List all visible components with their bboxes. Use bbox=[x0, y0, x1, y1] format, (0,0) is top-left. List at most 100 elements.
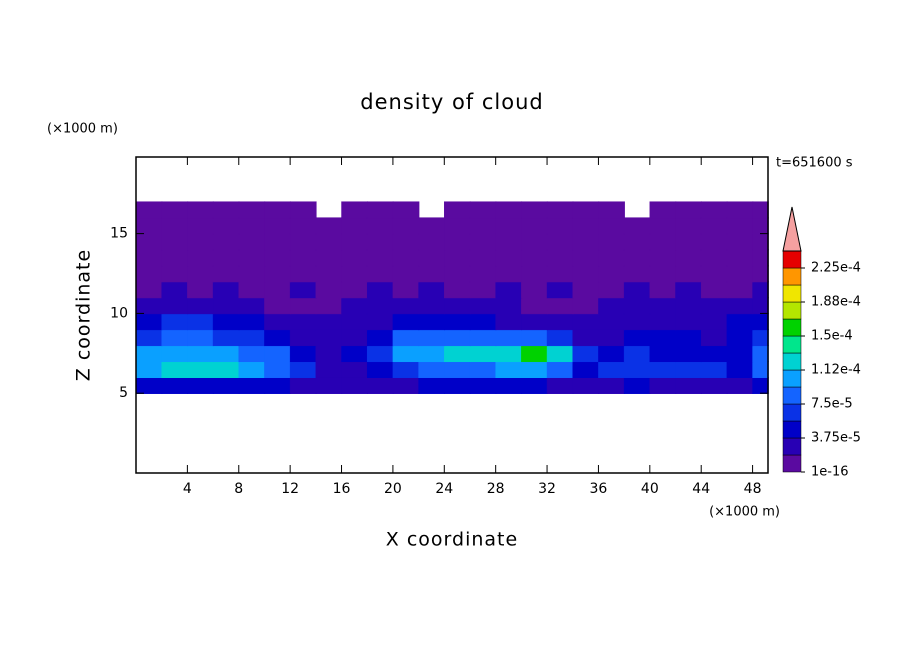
contour-cell bbox=[341, 329, 368, 347]
x-tick-label: 4 bbox=[183, 481, 192, 497]
contour-cell bbox=[495, 249, 523, 267]
contour-cell bbox=[444, 313, 471, 331]
contour-cell bbox=[726, 233, 754, 251]
contour-cell bbox=[341, 297, 368, 315]
contour-cell bbox=[238, 297, 266, 315]
contour-cell bbox=[341, 313, 368, 331]
contour-cell bbox=[700, 281, 728, 299]
x-tick-label: 24 bbox=[435, 481, 453, 497]
contour-cell bbox=[700, 297, 728, 315]
contour-cell bbox=[752, 217, 769, 235]
x-tick-label: 28 bbox=[487, 481, 505, 497]
contour-cell bbox=[187, 233, 214, 251]
contour-cell bbox=[289, 297, 317, 315]
contour-cell bbox=[649, 297, 677, 315]
contour-cell bbox=[469, 329, 497, 347]
contour-cell bbox=[289, 217, 317, 235]
contour-cell bbox=[495, 217, 523, 235]
contour-cell bbox=[649, 233, 677, 251]
contour-cell bbox=[495, 345, 523, 363]
contour-cell bbox=[161, 376, 189, 394]
contour-cell bbox=[649, 361, 677, 378]
contour-cell bbox=[135, 233, 163, 251]
contour-cell bbox=[289, 201, 317, 219]
contour-cell bbox=[521, 265, 548, 283]
colorbar-segment bbox=[782, 420, 802, 439]
x-tick-label: 12 bbox=[281, 481, 299, 497]
contour-cell bbox=[135, 201, 163, 219]
contour-cell bbox=[238, 376, 266, 394]
contour-cell bbox=[700, 233, 728, 251]
contour-cell bbox=[444, 329, 471, 347]
contour-cell bbox=[598, 376, 625, 394]
x-tick-label: 36 bbox=[590, 481, 608, 497]
contour-cell bbox=[700, 376, 728, 394]
contour-cell bbox=[598, 233, 625, 251]
contour-cell bbox=[289, 281, 317, 299]
contour-cell bbox=[392, 201, 420, 219]
contour-cell bbox=[264, 265, 291, 283]
contour-cell bbox=[264, 281, 291, 299]
contour-cell bbox=[572, 233, 600, 251]
contour-cell bbox=[418, 217, 446, 235]
contour-cell bbox=[315, 265, 343, 283]
contour-cell bbox=[212, 201, 240, 219]
x-tick-label: 8 bbox=[234, 481, 243, 497]
contour-cell bbox=[418, 313, 446, 331]
contour-cell bbox=[212, 361, 240, 378]
contour-cell bbox=[726, 201, 754, 219]
contour-cell bbox=[752, 201, 769, 219]
contour-cell bbox=[161, 217, 189, 235]
contour-cell bbox=[495, 281, 523, 299]
plot-frame bbox=[135, 156, 769, 474]
contour-cell bbox=[366, 265, 394, 283]
contour-cell bbox=[623, 265, 651, 283]
contour-cell bbox=[623, 376, 651, 394]
contour-cell bbox=[521, 313, 548, 331]
contour-cell bbox=[366, 329, 394, 347]
colorbar-segment bbox=[782, 267, 802, 286]
contour-cell bbox=[469, 265, 497, 283]
contour-cell bbox=[315, 281, 343, 299]
contour-cell bbox=[572, 297, 600, 315]
contour-cell bbox=[572, 329, 600, 347]
contour-cell bbox=[495, 376, 523, 394]
contour-cell bbox=[212, 313, 240, 331]
contour-cell bbox=[341, 201, 368, 219]
contour-cell bbox=[675, 281, 702, 299]
contour-cell bbox=[212, 376, 240, 394]
contour-cell bbox=[598, 345, 625, 363]
colorbar-segment bbox=[782, 352, 802, 371]
contour-cell bbox=[418, 345, 446, 363]
contour-cell bbox=[598, 217, 625, 235]
contour-cell bbox=[752, 249, 769, 267]
contour-cell bbox=[752, 297, 769, 315]
x-unit: (×1000 m) bbox=[709, 505, 780, 520]
contour-cell bbox=[752, 265, 769, 283]
contour-cell bbox=[135, 249, 163, 267]
contour-cell bbox=[289, 345, 317, 363]
contour-cell bbox=[315, 217, 343, 235]
contour-cell bbox=[675, 233, 702, 251]
contour-cell bbox=[700, 249, 728, 267]
colorbar-segment bbox=[782, 403, 802, 422]
contour-cell bbox=[238, 329, 266, 347]
y-unit: (×1000 m) bbox=[47, 122, 118, 137]
contour-cell bbox=[264, 361, 291, 378]
contour-cell bbox=[572, 313, 600, 331]
contour-cell bbox=[495, 233, 523, 251]
contour-cell bbox=[392, 329, 420, 347]
contour-cell bbox=[366, 297, 394, 315]
contour-cell bbox=[238, 281, 266, 299]
contour-cell bbox=[572, 345, 600, 363]
contour-cell bbox=[521, 329, 548, 347]
contour-cell bbox=[418, 376, 446, 394]
x-tick-label: 44 bbox=[692, 481, 710, 497]
contour-cell bbox=[675, 217, 702, 235]
contour-cell bbox=[135, 265, 163, 283]
contour-cell bbox=[521, 249, 548, 267]
contour-cell bbox=[161, 345, 189, 363]
colorbar-label: 1.12e-4 bbox=[811, 363, 861, 378]
contour-cell bbox=[341, 217, 368, 235]
contour-cell bbox=[521, 201, 548, 219]
